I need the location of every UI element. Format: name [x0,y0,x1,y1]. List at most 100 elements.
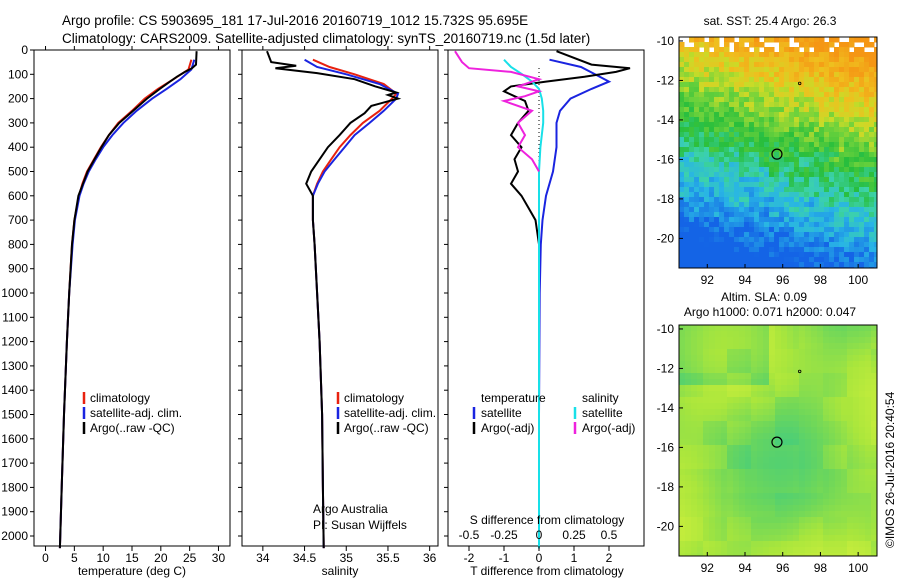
map-cell [869,212,875,218]
map-cell [704,262,710,268]
map-cell [844,82,850,88]
map-cell [721,379,728,386]
map-cell [757,499,764,506]
map-cell [853,499,860,506]
map-cell [849,197,855,203]
map-cell [865,457,872,464]
map-cell [694,47,700,53]
map-cell [824,242,830,248]
x2-tick-label: -0.25 [490,528,518,542]
map-cell [739,62,745,68]
map-cell [739,541,746,548]
map-cell [794,187,800,193]
legend-label-t-argo: Argo(-adj) [481,421,534,435]
map-cell [809,92,815,98]
map-cell [874,92,877,98]
map-cell [754,172,760,178]
map-cell [781,493,788,500]
map-cell [679,331,686,338]
map-cell [824,182,830,188]
map-cell [684,232,690,238]
map-cell [871,451,877,458]
map-cell [699,192,705,198]
map-cell [835,325,842,332]
map-cell [871,475,877,482]
map-cell [739,451,746,458]
map-cell [787,343,794,350]
map-cell [763,373,770,380]
map-cell [719,182,725,188]
map-cell [847,523,854,530]
map-cell [847,379,854,386]
map-cell [799,403,806,410]
map-cell [759,227,765,233]
map-cell [874,192,877,198]
map-cell [841,517,848,524]
map-cell [853,517,860,524]
map-cell [694,52,700,58]
map-cell [769,227,775,233]
map-cell [697,409,704,416]
y-tick-label: 1800 [1,480,28,494]
map-cell [685,373,692,380]
map-cell [819,252,825,258]
map-cell [793,385,800,392]
map-cell [841,355,848,362]
map-cell [751,517,758,524]
map-cell [739,52,745,58]
map-cell [781,481,788,488]
map-cell [775,475,782,482]
map-cell [781,433,788,440]
map-cell [844,262,850,268]
map-cell [739,529,746,536]
map-cell [697,463,704,470]
map-cell [763,379,770,386]
map-cell [709,493,716,500]
sla-map-title: Altim. SLA: 0.09 [721,290,807,304]
map-cell [834,202,840,208]
map-cell [869,177,875,183]
map-cell [689,82,695,88]
map-cell [779,247,785,253]
map-cell [871,385,877,392]
map-cell [839,57,845,63]
map-cell [824,167,830,173]
map-cell [764,162,770,168]
map-cell [844,222,850,228]
map-cell [774,232,780,238]
map-cell [764,77,770,83]
map-cell [823,463,830,470]
map-cell [839,142,845,148]
map-cell [714,92,720,98]
map-cell [763,469,770,476]
map-cell [759,262,765,268]
map-cell [819,257,825,263]
map-cell [819,97,825,103]
map-cell [849,42,855,48]
map-cell [859,77,865,83]
map-cell [714,177,720,183]
map-cell [871,367,877,374]
map-cell [729,77,735,83]
map-cell [744,127,750,133]
map-cell [793,421,800,428]
map-cell [739,469,746,476]
map-cell [854,122,860,128]
map-cell [739,433,746,440]
map-cell [749,72,755,78]
map-cell [799,385,806,392]
map-cell [835,415,842,422]
map-cell [859,367,866,374]
map-cell [829,87,835,93]
map-cell [763,367,770,374]
map-cell [779,112,785,118]
map-cell [733,505,740,512]
map-cell [709,252,715,258]
map-cell [704,137,710,143]
map-cell [764,247,770,253]
map-cell [749,137,755,143]
map-cell [691,421,698,428]
map-cell [739,177,745,183]
map-cell [754,132,760,138]
map-cell [757,385,764,392]
